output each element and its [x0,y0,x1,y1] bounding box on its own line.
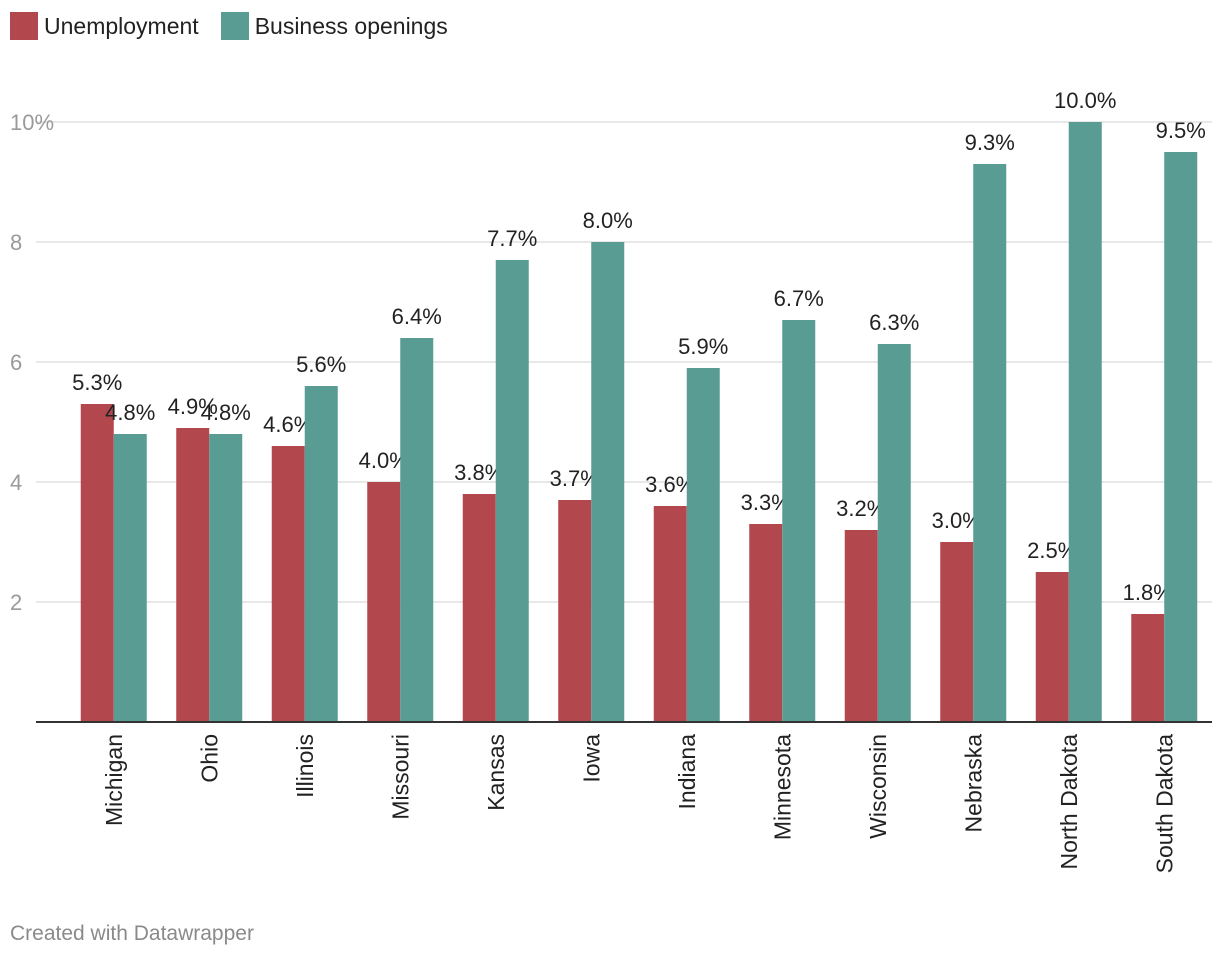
x-tick-label: Illinois [292,734,318,798]
value-label-business-openings: 4.8% [201,400,251,425]
y-tick-label: 8 [10,230,22,255]
legend-label-business-openings: Business openings [254,12,448,39]
value-label-business-openings: 6.3% [869,310,919,335]
bar-business-openings [209,434,243,722]
value-label-business-openings: 9.5% [1156,118,1206,143]
bar-business-openings [686,368,720,722]
bar-unemployment [462,494,496,722]
bar-unemployment [1131,614,1165,722]
x-tick-label: Iowa [578,734,604,783]
bar-unemployment [558,500,592,722]
x-tick-label: South Dakota [1151,734,1177,874]
value-label-business-openings: 5.9% [678,334,728,359]
value-label-business-openings: 6.4% [392,304,442,329]
x-tick-label: Wisconsin [865,734,891,839]
footer-credit[interactable]: Created with Datawrapper [10,922,254,945]
bar-business-openings [877,344,911,722]
x-tick-label: Minnesota [769,734,795,840]
value-label-business-openings: 5.6% [296,352,346,377]
x-tick-label: Kansas [483,734,509,811]
x-tick-label: North Dakota [1056,734,1082,870]
bar-business-openings [1068,122,1102,722]
bar-business-openings [400,338,434,722]
y-tick-label: 2 [10,590,22,615]
y-tick-label: 6 [10,350,22,375]
bar-unemployment [749,524,783,722]
bar-unemployment [653,506,687,722]
legend-label-unemployment: Unemployment [44,12,199,39]
x-tick-label: Missouri [387,734,413,820]
value-label-business-openings: 8.0% [583,208,633,233]
bar-business-openings [1164,152,1198,722]
value-label-unemployment: 4.9% [168,394,218,419]
bar-business-openings [113,434,147,722]
value-label-unemployment: 5.3% [72,370,122,395]
value-label-business-openings: 10.0% [1054,88,1116,113]
bar-business-openings [495,260,529,722]
x-tick-label: Indiana [674,734,700,810]
y-tick-label: 10% [10,110,54,135]
bar-unemployment [844,530,878,722]
bar-unemployment [940,542,974,722]
value-label-business-openings: 7.7% [487,226,537,251]
legend-item-unemployment: Unemployment [10,12,199,40]
value-label-business-openings: 4.8% [105,400,155,425]
bar-unemployment [80,404,114,722]
legend-swatch-business-openings [220,12,249,40]
bar-unemployment [176,428,210,722]
legend-item-business-openings: Business openings [220,12,448,40]
bar-business-openings [304,386,338,722]
bar-unemployment [271,446,305,722]
bar-business-openings [973,164,1007,722]
bar-business-openings [591,242,625,722]
bar-business-openings [782,320,816,722]
x-tick-label: Ohio [196,734,222,783]
chart-legend: Unemployment Business openings [10,12,470,40]
x-tick-label: Michigan [101,734,127,826]
legend-swatch-unemployment [10,12,38,40]
value-label-business-openings: 6.7% [774,286,824,311]
y-tick-label: 4 [10,470,22,495]
bar-unemployment [367,482,401,722]
x-tick-label: Nebraska [960,734,986,833]
bar-unemployment [1035,572,1069,722]
value-label-business-openings: 9.3% [965,130,1015,155]
